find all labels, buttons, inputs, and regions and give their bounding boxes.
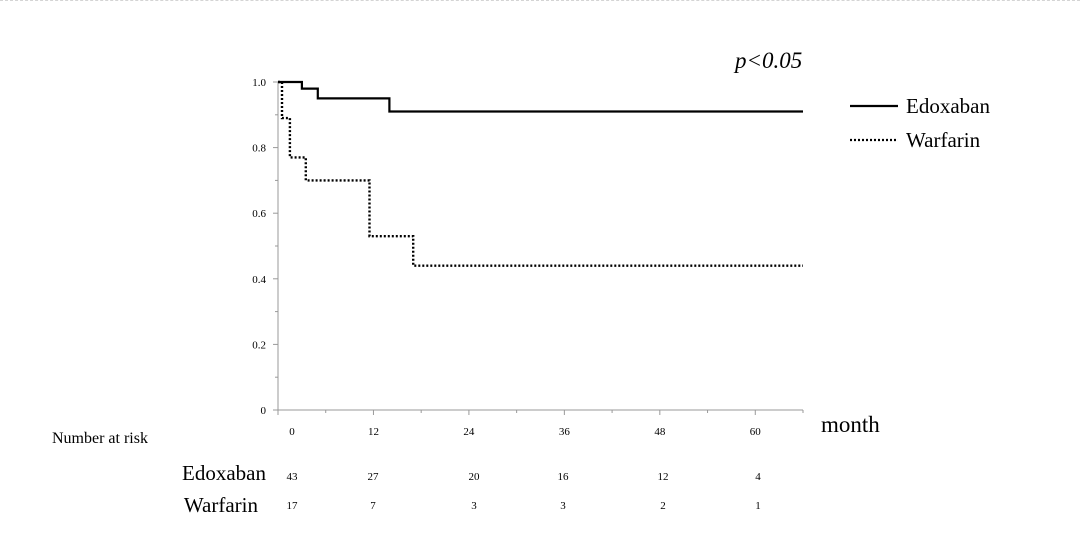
x-ticks: 0 12 24 36 48 60 [277,410,804,438]
nar-value-edoxaban: 4 [755,471,761,483]
p-value-annotation: p<0.05 [733,48,802,73]
number-at-risk-title: Number at risk [52,430,148,447]
nar-value-warfarin: 1 [755,500,761,512]
x-tick-label: 48 [654,426,666,438]
nar-label-warfarin: Warfarin [184,493,259,517]
series-line-warfarin [278,80,803,267]
nar-value-edoxaban: 20 [469,471,481,483]
number-at-risk-values: 43 27 20 16 12 4 17 7 3 3 2 1 [287,471,762,512]
nar-value-warfarin: 3 [560,500,566,512]
x-tick-label: 24 [463,426,475,438]
y-tick-label: 0.2 [252,339,266,351]
axes [277,82,803,411]
nar-value-edoxaban: 16 [558,471,570,483]
x-axis-label: month [821,412,880,437]
y-tick-label: 0.8 [252,143,266,155]
y-tick-label: 1.0 [252,77,266,89]
legend: Edoxaban Warfarin [850,94,990,152]
y-tick-label: 0.4 [252,274,266,286]
nar-value-warfarin: 17 [287,500,299,512]
top-dashed-rule [0,0,1080,1]
y-ticks: 0 0.2 0.4 0.6 0.8 1.0 [252,77,278,417]
x-tick-label: 36 [559,426,571,438]
x-tick-label: 0 [289,426,295,438]
y-tick-label: 0.6 [252,208,266,220]
legend-label-warfarin: Warfarin [906,128,981,152]
y-tick-label: 0 [261,405,267,417]
nar-label-edoxaban: Edoxaban [182,461,266,485]
series-line-edoxaban [278,80,803,113]
nar-value-warfarin: 2 [660,500,666,512]
nar-value-edoxaban: 43 [287,471,299,483]
x-tick-label: 12 [368,426,379,438]
x-tick-label: 60 [750,426,762,438]
series-group [278,80,803,267]
legend-label-edoxaban: Edoxaban [906,94,990,118]
nar-value-warfarin: 3 [471,500,477,512]
nar-value-edoxaban: 27 [368,471,380,483]
nar-value-edoxaban: 12 [658,471,669,483]
nar-value-warfarin: 7 [370,500,376,512]
